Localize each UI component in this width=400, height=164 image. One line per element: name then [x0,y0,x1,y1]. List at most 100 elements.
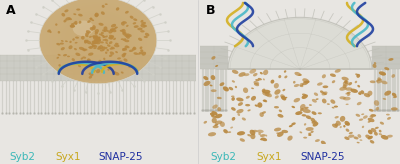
Ellipse shape [345,87,352,91]
Ellipse shape [58,64,61,67]
Ellipse shape [340,116,345,122]
Ellipse shape [114,27,117,30]
Ellipse shape [118,60,122,63]
Ellipse shape [90,18,92,20]
Ellipse shape [298,74,302,76]
Ellipse shape [388,58,394,61]
Ellipse shape [357,142,360,143]
Ellipse shape [211,115,216,118]
Ellipse shape [87,59,91,61]
Ellipse shape [68,45,72,49]
Ellipse shape [140,49,144,52]
Ellipse shape [84,40,88,42]
Ellipse shape [144,36,148,38]
Ellipse shape [312,122,318,127]
Ellipse shape [104,26,108,31]
Ellipse shape [345,123,349,125]
Ellipse shape [243,87,248,93]
Ellipse shape [60,42,64,45]
Ellipse shape [347,93,350,96]
Ellipse shape [344,121,350,126]
Text: SNAP-25: SNAP-25 [98,152,142,162]
Circle shape [76,24,120,56]
Ellipse shape [89,76,92,79]
Ellipse shape [79,47,84,50]
Ellipse shape [109,54,112,57]
Circle shape [52,6,144,75]
Ellipse shape [223,86,229,92]
Ellipse shape [93,36,96,38]
Ellipse shape [282,130,288,133]
Ellipse shape [134,25,139,28]
Circle shape [39,0,157,84]
Ellipse shape [96,40,99,42]
Ellipse shape [108,68,110,71]
Ellipse shape [294,84,299,87]
Ellipse shape [72,58,75,61]
Ellipse shape [95,32,98,35]
Ellipse shape [308,134,311,136]
Ellipse shape [278,114,284,118]
Ellipse shape [65,41,68,42]
Ellipse shape [348,135,354,138]
Ellipse shape [94,13,98,17]
Ellipse shape [68,18,72,20]
Ellipse shape [265,92,272,97]
Text: A: A [6,4,16,17]
Ellipse shape [142,52,146,56]
Ellipse shape [220,122,225,127]
Ellipse shape [314,92,318,96]
Ellipse shape [308,133,311,135]
Ellipse shape [86,41,92,44]
Ellipse shape [109,35,114,38]
Ellipse shape [124,40,129,42]
Ellipse shape [274,89,280,95]
Ellipse shape [102,30,106,31]
Ellipse shape [95,14,98,17]
Text: B: B [206,4,216,17]
Ellipse shape [300,104,306,110]
Ellipse shape [107,44,110,47]
Ellipse shape [217,107,221,111]
Ellipse shape [102,46,105,49]
Ellipse shape [384,91,391,96]
Ellipse shape [391,107,398,111]
Ellipse shape [64,9,68,12]
Ellipse shape [306,115,311,119]
Ellipse shape [117,57,121,60]
Ellipse shape [211,89,216,92]
Ellipse shape [121,22,125,26]
Circle shape [64,15,132,65]
Ellipse shape [236,98,244,102]
Text: Syx1: Syx1 [256,152,282,162]
Ellipse shape [75,37,79,39]
Ellipse shape [247,134,251,136]
Ellipse shape [242,117,246,121]
Ellipse shape [105,3,108,5]
Ellipse shape [111,24,116,28]
Ellipse shape [123,53,126,54]
Ellipse shape [84,41,87,43]
Ellipse shape [354,136,358,139]
Ellipse shape [330,73,336,77]
Bar [372,46,400,69]
Ellipse shape [133,22,136,24]
Ellipse shape [293,81,296,84]
Ellipse shape [381,135,388,140]
Ellipse shape [250,69,256,74]
Ellipse shape [386,114,390,115]
Ellipse shape [115,43,119,45]
Ellipse shape [110,48,114,50]
Ellipse shape [232,117,235,121]
Ellipse shape [360,90,364,94]
Ellipse shape [140,30,145,32]
Ellipse shape [392,74,395,78]
Ellipse shape [275,95,279,99]
Bar [0,55,196,81]
Ellipse shape [245,104,250,106]
Ellipse shape [94,42,97,44]
Ellipse shape [106,62,110,66]
Ellipse shape [295,111,302,115]
Ellipse shape [121,38,124,40]
Circle shape [95,38,101,43]
